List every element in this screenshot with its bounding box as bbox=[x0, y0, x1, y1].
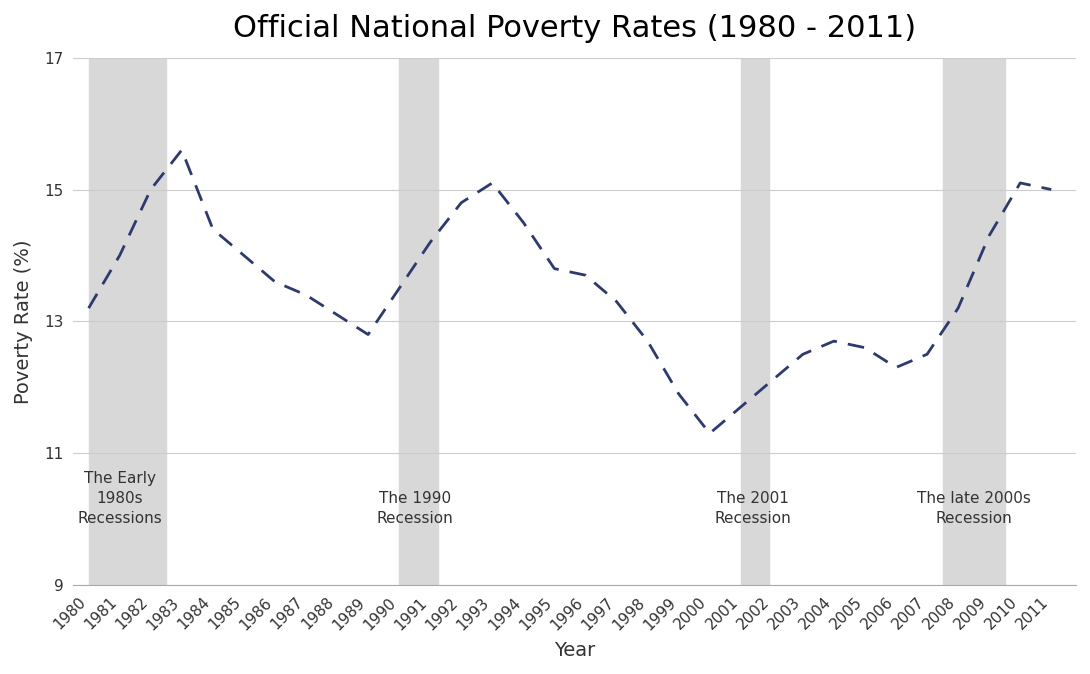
Title: Official National Poverty Rates (1980 - 2011): Official National Poverty Rates (1980 - … bbox=[233, 14, 917, 43]
Bar bbox=[88, 58, 167, 585]
Bar bbox=[741, 58, 768, 585]
Text: The late 2000s
Recession: The late 2000s Recession bbox=[917, 491, 1030, 526]
Bar bbox=[943, 58, 1005, 585]
X-axis label: Year: Year bbox=[554, 641, 595, 660]
Text: The Early
1980s
Recessions: The Early 1980s Recessions bbox=[77, 471, 162, 526]
Text: The 1990
Recession: The 1990 Recession bbox=[376, 491, 453, 526]
Y-axis label: Poverty Rate (%): Poverty Rate (%) bbox=[14, 239, 33, 404]
Bar bbox=[399, 58, 438, 585]
Text: The 2001
Recession: The 2001 Recession bbox=[715, 491, 791, 526]
